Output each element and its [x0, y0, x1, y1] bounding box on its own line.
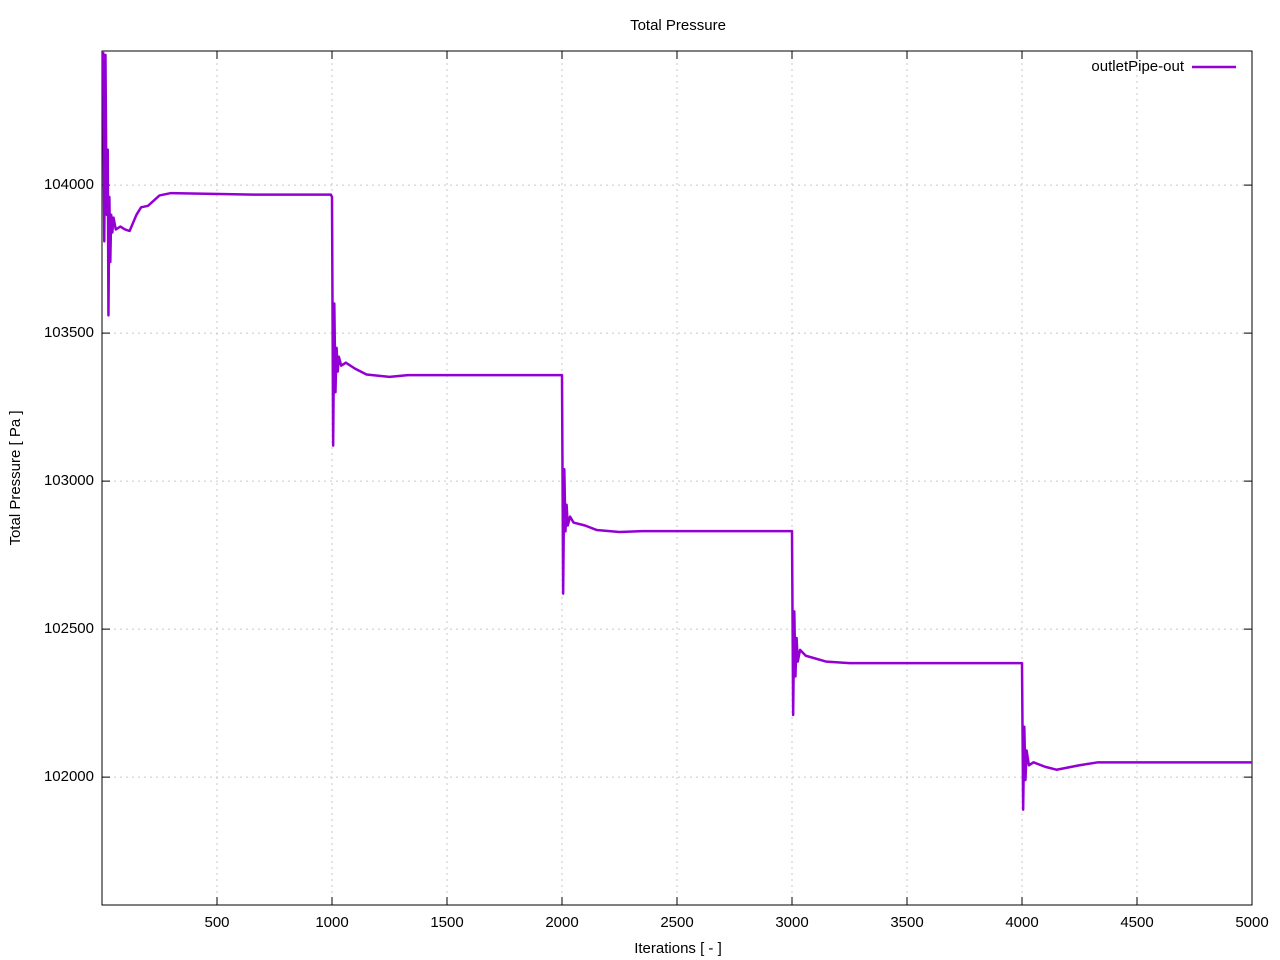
y-tick-label: 103000 [44, 472, 94, 489]
y-tick-label: 102500 [44, 620, 94, 637]
x-tick-label: 2500 [660, 914, 693, 931]
legend-label: outletPipe-out [1091, 58, 1184, 75]
x-tick-label: 3500 [890, 914, 923, 931]
plot-area [102, 51, 1252, 811]
plot-frame [101, 50, 1253, 906]
data-line [102, 51, 1252, 811]
x-tick-label: 500 [204, 914, 229, 931]
x-axis-label: Iterations [ - ] [634, 940, 722, 957]
x-tick-label: 1000 [315, 914, 348, 931]
x-tick-label: 4000 [1005, 914, 1038, 931]
chart-title: Total Pressure [630, 17, 726, 34]
x-tick-label: 3000 [775, 914, 808, 931]
x-tick-label: 2000 [545, 914, 578, 931]
y-tick-label: 103500 [44, 324, 94, 341]
y-tick-label: 104000 [44, 176, 94, 193]
y-axis-label: Total Pressure [ Pa ] [7, 410, 24, 545]
y-tick-label: 102000 [44, 768, 94, 785]
x-tick-label: 5000 [1235, 914, 1268, 931]
x-tick-label: 4500 [1120, 914, 1153, 931]
x-tick-label: 1500 [430, 914, 463, 931]
